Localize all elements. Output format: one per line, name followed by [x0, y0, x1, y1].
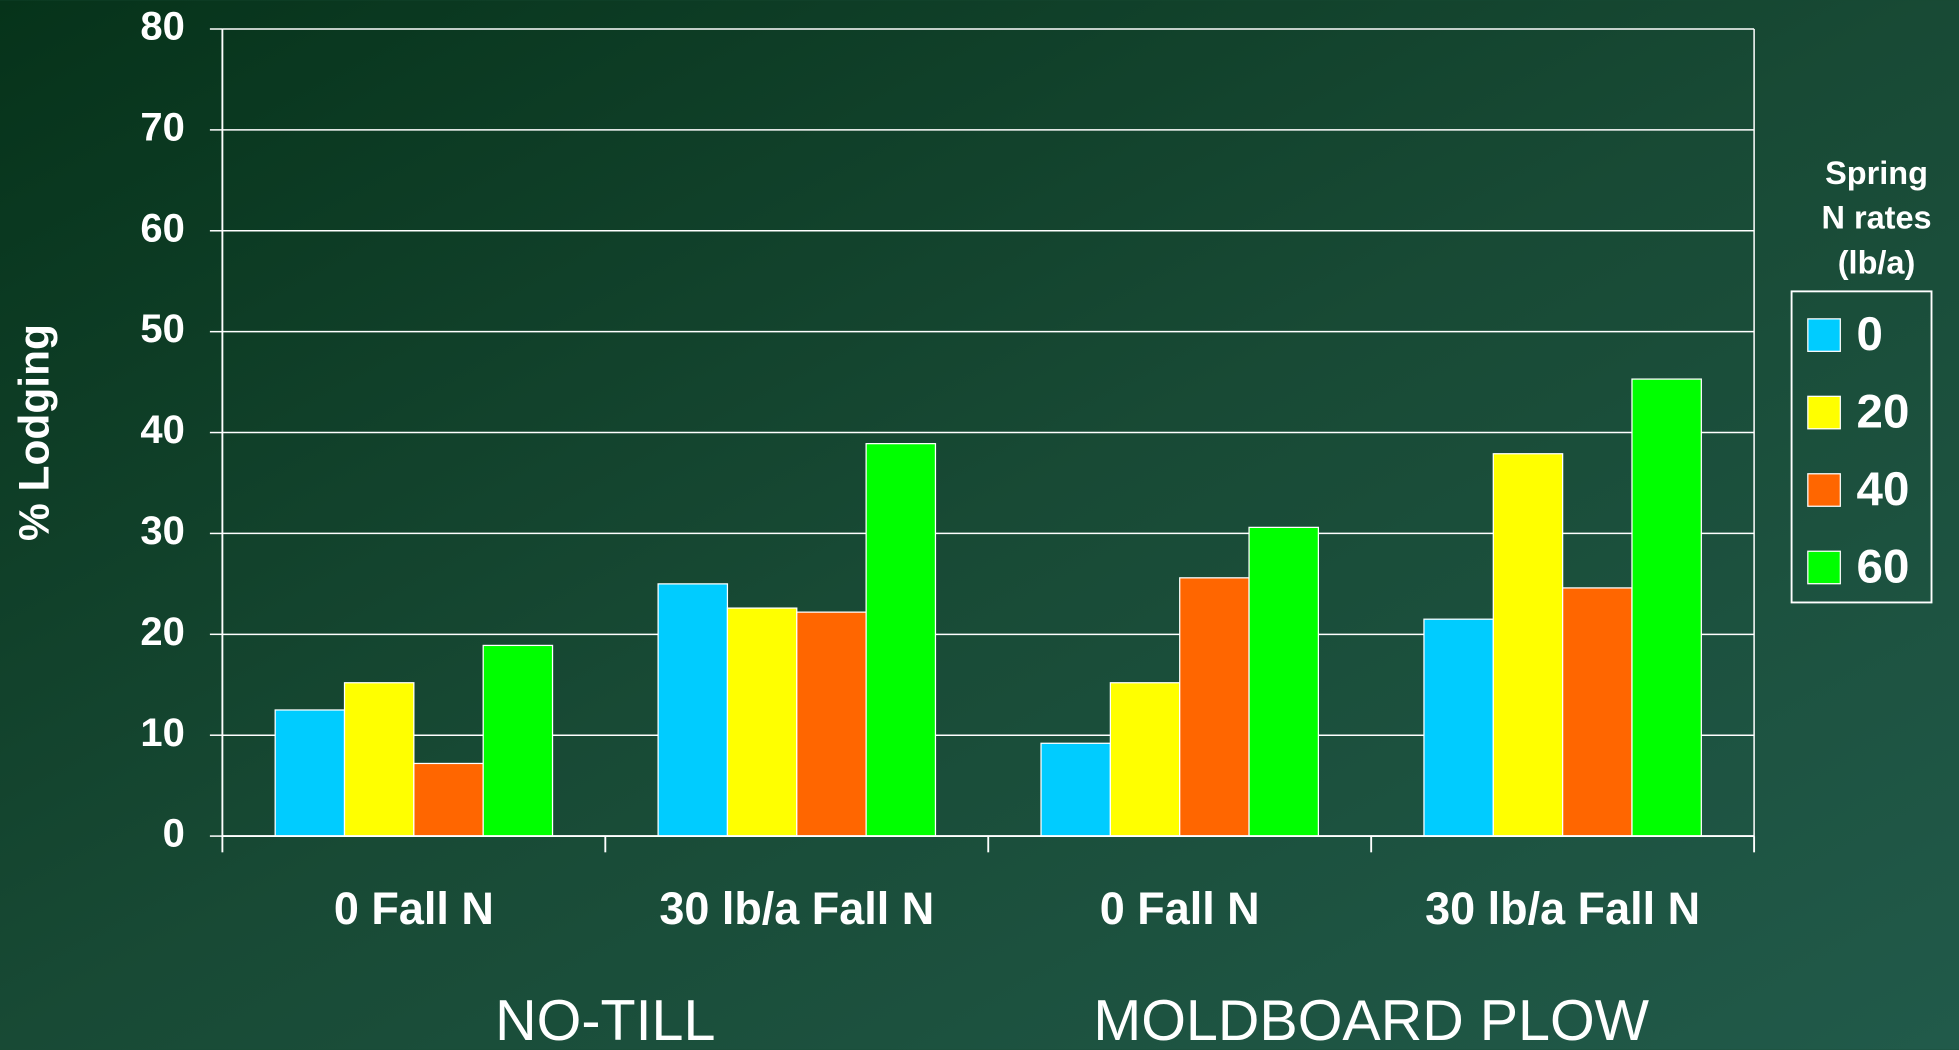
bar [1423, 618, 1494, 837]
group-label: NO-TILL [495, 989, 715, 1050]
legend-label: 0 [1857, 308, 1883, 361]
x-tick-label: 30 lb/a Fall N [1425, 883, 1700, 934]
y-axis-label: % Lodging [11, 324, 58, 541]
y-tick-label: 0 [163, 812, 185, 856]
bar [343, 682, 415, 837]
legend-label: 20 [1857, 386, 1910, 439]
legend-label: 60 [1857, 541, 1910, 594]
legend-label: 40 [1857, 463, 1910, 516]
bar [482, 644, 554, 837]
y-tick-label: 20 [140, 610, 184, 654]
bar [1040, 742, 1111, 837]
bar [1109, 682, 1181, 837]
legend-swatch [1807, 550, 1841, 585]
bar [1492, 453, 1564, 837]
group-label: MOLDBOARD PLOW [1093, 989, 1649, 1050]
x-tick-label: 0 Fall N [1100, 883, 1260, 934]
y-tick-label: 50 [140, 307, 184, 351]
bar [1631, 378, 1702, 837]
bar [413, 762, 484, 837]
bar [1562, 587, 1633, 837]
legend-swatch [1807, 395, 1841, 430]
bar [796, 611, 867, 837]
y-tick-label: 10 [140, 711, 184, 755]
legend-swatch [1807, 473, 1841, 507]
x-tick-label: 30 lb/a Fall N [659, 883, 934, 934]
bar [657, 583, 729, 837]
legend-title: N rates [1821, 200, 1931, 236]
y-tick-label: 30 [140, 509, 184, 553]
y-tick-label: 70 [140, 105, 184, 149]
x-tick-label: 0 Fall N [334, 883, 494, 934]
legend-title: (lb/a) [1838, 245, 1916, 281]
y-tick-label: 40 [140, 408, 184, 452]
bar [726, 607, 798, 837]
y-tick-label: 80 [140, 5, 184, 49]
legend-title: Spring [1825, 155, 1928, 191]
bar [274, 709, 346, 837]
legend-swatch [1807, 318, 1841, 352]
y-tick-label: 60 [140, 206, 184, 250]
bar [865, 443, 937, 837]
bar [1248, 526, 1320, 837]
legend-box [1790, 290, 1933, 604]
bar [1179, 577, 1250, 837]
